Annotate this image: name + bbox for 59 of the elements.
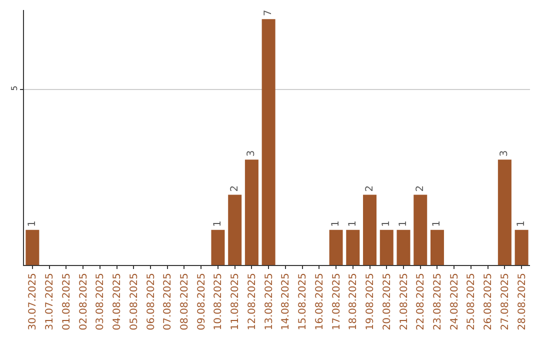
x-tick-label: 30.07.2025 — [28, 273, 39, 330]
data-label: 2 — [414, 185, 426, 192]
bar — [244, 160, 258, 265]
x-tick-label: 27.08.2025 — [500, 273, 511, 330]
data-label: 1 — [26, 220, 38, 227]
x-tick-label: 06.08.2025 — [146, 273, 157, 330]
bar — [396, 230, 410, 265]
bar — [262, 19, 276, 265]
x-tick-label: 10.08.2025 — [213, 273, 224, 330]
bar — [228, 194, 242, 265]
x-tick-label: 11.08.2025 — [230, 273, 242, 330]
x-tick-label: 26.08.2025 — [483, 273, 494, 330]
x-tick-label: 22.08.2025 — [416, 273, 427, 330]
bar — [346, 230, 360, 265]
x-tick-label: 14.08.2025 — [280, 273, 292, 330]
x-tick-label: 23.08.2025 — [432, 273, 444, 330]
x-tick-label: 02.08.2025 — [78, 273, 90, 330]
x-tick-label: 19.08.2025 — [365, 273, 376, 330]
x-tick-label: 28.08.2025 — [516, 273, 528, 330]
x-tick-label: 12.08.2025 — [246, 273, 258, 330]
x-tick-label: 31.07.2025 — [44, 273, 56, 330]
bar — [211, 230, 225, 265]
x-tick-label: 01.08.2025 — [61, 273, 72, 330]
data-label: 7 — [263, 10, 274, 16]
x-tick-label: 05.08.2025 — [128, 273, 140, 330]
y-tick-label: 5 — [10, 86, 19, 91]
x-tick-label: 20.08.2025 — [382, 273, 393, 330]
data-label: 1 — [212, 220, 224, 227]
data-label: 3 — [499, 150, 510, 157]
x-tick-label: 25.08.2025 — [466, 273, 478, 330]
bar — [514, 230, 528, 265]
data-label: 1 — [381, 220, 392, 227]
data-label: 2 — [364, 185, 376, 192]
x-tick-label: 17.08.2025 — [331, 273, 342, 330]
x-tick-label: 03.08.2025 — [95, 273, 106, 330]
data-label: 3 — [246, 150, 258, 157]
data-label: 1 — [432, 220, 443, 227]
x-tick-label: 18.08.2025 — [348, 273, 360, 330]
data-label: 2 — [229, 185, 240, 192]
x-tick-label: 09.08.2025 — [196, 273, 208, 330]
x-tick-label: 08.08.2025 — [179, 273, 190, 330]
x-tick-label: 13.08.2025 — [264, 273, 275, 330]
x-tick-label: 16.08.2025 — [314, 273, 326, 330]
data-label: 1 — [347, 220, 358, 227]
bar — [26, 230, 40, 265]
data-label: 1 — [398, 220, 409, 227]
bar — [498, 160, 512, 265]
x-tick-label: 24.08.2025 — [449, 273, 460, 330]
data-label: 1 — [330, 220, 342, 227]
bar — [414, 194, 428, 265]
x-tick-label: 21.08.2025 — [398, 273, 410, 330]
bar — [380, 230, 394, 265]
bar — [329, 230, 343, 265]
data-label: 1 — [516, 220, 528, 227]
x-tick-label: 15.08.2025 — [298, 273, 309, 330]
bar — [430, 230, 444, 265]
x-tick-label: 04.08.2025 — [112, 273, 124, 330]
x-tick-label: 07.08.2025 — [162, 273, 174, 330]
bar — [363, 194, 377, 265]
